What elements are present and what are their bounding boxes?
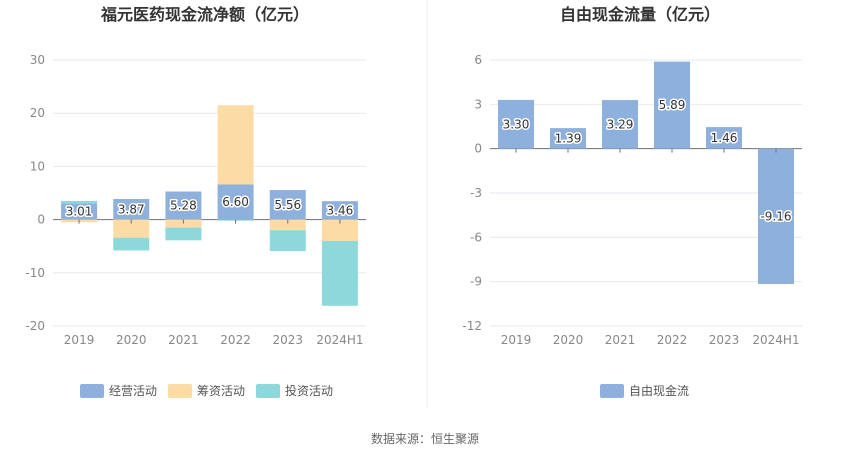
cashflow-grid: 30 20 10 0 -10 -20 — [25, 53, 366, 333]
free-cashflow-x-axis: 2019 2020 2021 2022 2023 2024H1 — [501, 148, 800, 347]
data-label: 3.29 — [607, 117, 634, 131]
bar-投资活动-2021[interactable] — [165, 227, 202, 241]
data-label: 5.56 — [274, 198, 301, 212]
y-tick-label: -9 — [470, 275, 482, 289]
bar-自由现金流-2024H1[interactable] — [758, 148, 794, 285]
bar-经营活动-2024H1[interactable] — [321, 201, 358, 220]
bar-自由现金流-2023[interactable] — [706, 127, 742, 149]
data-label: 5.28 — [170, 199, 197, 213]
free-cashflow-chart: 自由现金流量（亿元） 6 3 0 -3 -6 -9 -12 3.30 1.39 3.29 5.89… — [462, 5, 802, 398]
bar-经营活动-2023[interactable] — [269, 190, 306, 220]
free-cashflow-chart-title: 自由现金流量（亿元） — [560, 5, 720, 24]
y-tick-label: 20 — [30, 106, 45, 120]
bar-筹资活动-2024H1[interactable] — [321, 219, 358, 241]
bar-投资活动-2023[interactable] — [269, 230, 306, 251]
cashflow-legend[interactable]: 经营活动 筹资活动 投资活动 — [80, 383, 333, 398]
bar-投资活动-2019[interactable] — [61, 200, 98, 204]
x-tick-label: 2023 — [272, 333, 303, 347]
x-tick-label: 2019 — [64, 333, 95, 347]
x-tick-label: 2024H1 — [752, 333, 799, 347]
cashflow-bars — [61, 105, 358, 306]
x-tick-label: 2024H1 — [316, 333, 363, 347]
legend-label[interactable]: 自由现金流 — [629, 383, 689, 398]
bar-自由现金流-2019[interactable] — [498, 99, 534, 149]
x-tick-label: 2022 — [657, 333, 688, 347]
x-tick-label: 2023 — [709, 333, 740, 347]
bar-自由现金流-2022[interactable] — [654, 61, 690, 149]
y-tick-label: -10 — [25, 266, 45, 280]
bar-经营活动-2020[interactable] — [113, 199, 150, 220]
x-tick-label: 2022 — [220, 333, 251, 347]
cashflow-data-labels: 3.01 3.87 5.28 6.60 5.56 3.46 — [64, 194, 355, 221]
free-cashflow-legend[interactable]: 自由现金流 — [600, 383, 689, 398]
data-label: 3.87 — [118, 202, 145, 216]
legend-swatch[interactable] — [80, 384, 104, 398]
free-cashflow-grid: 6 3 0 -3 -6 -9 -12 — [462, 53, 802, 333]
legend-swatch[interactable] — [600, 384, 624, 398]
free-cashflow-data-labels: 3.30 1.39 3.29 5.89 1.46 -9.16 — [501, 97, 793, 225]
bar-自由现金流-2020[interactable] — [550, 128, 586, 149]
x-tick-label: 2021 — [605, 333, 636, 347]
y-tick-label: 10 — [30, 159, 45, 173]
bar-筹资活动-2022[interactable] — [217, 105, 254, 185]
data-label: -9.16 — [760, 209, 791, 223]
y-tick-label: -20 — [25, 319, 45, 333]
x-tick-label: 2020 — [553, 333, 584, 347]
legend-label[interactable]: 投资活动 — [285, 383, 333, 398]
free-cashflow-bars — [498, 61, 794, 285]
cashflow-x-axis: 2019 2020 2021 2022 2023 2024H1 — [64, 219, 364, 347]
bar-筹资活动-2020[interactable] — [113, 219, 150, 238]
bar-经营活动-2022[interactable] — [217, 184, 254, 220]
y-tick-label: 0 — [474, 142, 482, 156]
y-tick-label: 3 — [474, 97, 482, 111]
x-tick-label: 2020 — [116, 333, 147, 347]
bar-筹资活动-2023[interactable] — [269, 219, 306, 231]
y-tick-label: 30 — [30, 53, 45, 67]
bar-投资活动-2020[interactable] — [113, 237, 150, 251]
legend-label[interactable]: 筹资活动 — [197, 384, 245, 398]
bar-自由现金流-2021[interactable] — [602, 100, 638, 149]
bar-经营活动-2021[interactable] — [165, 191, 202, 220]
data-label: 3.30 — [503, 117, 530, 131]
bar-经营活动-2019[interactable] — [61, 203, 98, 220]
cashflow-chart-title: 福元医药现金流净额（亿元） — [100, 5, 309, 24]
data-source-note: 数据来源：恒生聚源 — [371, 431, 479, 446]
data-label: 5.89 — [659, 98, 686, 112]
data-label: 1.39 — [555, 131, 582, 145]
y-tick-label: -6 — [470, 230, 482, 244]
data-label: 1.46 — [711, 131, 738, 145]
data-label: 6.60 — [222, 195, 249, 209]
legend-label[interactable]: 经营活动 — [109, 384, 157, 398]
legend-swatch[interactable] — [168, 384, 192, 398]
y-tick-label: -12 — [462, 319, 482, 333]
data-label: 3.46 — [327, 203, 354, 217]
x-tick-label: 2019 — [501, 333, 532, 347]
y-tick-label: 6 — [474, 53, 482, 67]
bar-投资活动-2024H1[interactable] — [321, 240, 358, 306]
data-label: 3.01 — [66, 205, 93, 219]
legend-swatch[interactable] — [256, 384, 280, 398]
y-tick-label: 0 — [37, 213, 45, 227]
y-tick-label: -3 — [470, 186, 482, 200]
x-tick-label: 2021 — [168, 333, 199, 347]
cashflow-chart: 福元医药现金流净额（亿元） 30 20 10 0 -10 -20 3.01 3.87 5.28… — [25, 5, 366, 398]
